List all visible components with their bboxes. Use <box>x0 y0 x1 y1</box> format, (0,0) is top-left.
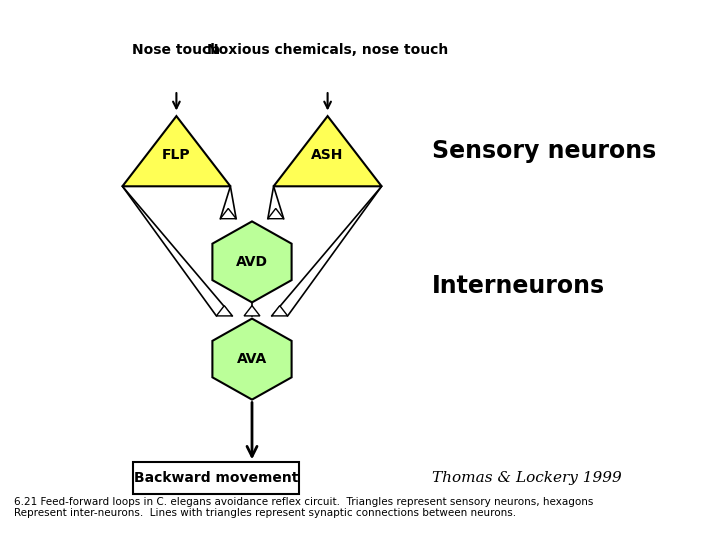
Text: Noxious chemicals, nose touch: Noxious chemicals, nose touch <box>207 43 449 57</box>
Text: ASH: ASH <box>312 148 343 161</box>
Polygon shape <box>212 319 292 400</box>
Polygon shape <box>122 116 230 186</box>
Polygon shape <box>271 306 288 316</box>
Text: Nose touch: Nose touch <box>132 43 220 57</box>
Text: FLP: FLP <box>162 148 191 161</box>
Text: Interneurons: Interneurons <box>432 274 605 298</box>
Polygon shape <box>220 208 236 219</box>
Polygon shape <box>212 221 292 302</box>
Text: 6.21 Feed-forward loops in C. elegans avoidance reflex circuit.  Triangles repre: 6.21 Feed-forward loops in C. elegans av… <box>14 497 594 518</box>
Text: AVD: AVD <box>236 255 268 269</box>
Text: AVA: AVA <box>237 352 267 366</box>
Polygon shape <box>216 306 232 316</box>
Text: Backward movement: Backward movement <box>134 471 298 485</box>
Text: Thomas & Lockery 1999: Thomas & Lockery 1999 <box>432 471 622 485</box>
Text: Sensory neurons: Sensory neurons <box>432 139 656 163</box>
FancyBboxPatch shape <box>133 462 299 494</box>
Polygon shape <box>244 306 260 316</box>
Polygon shape <box>268 208 284 219</box>
Polygon shape <box>274 116 382 186</box>
